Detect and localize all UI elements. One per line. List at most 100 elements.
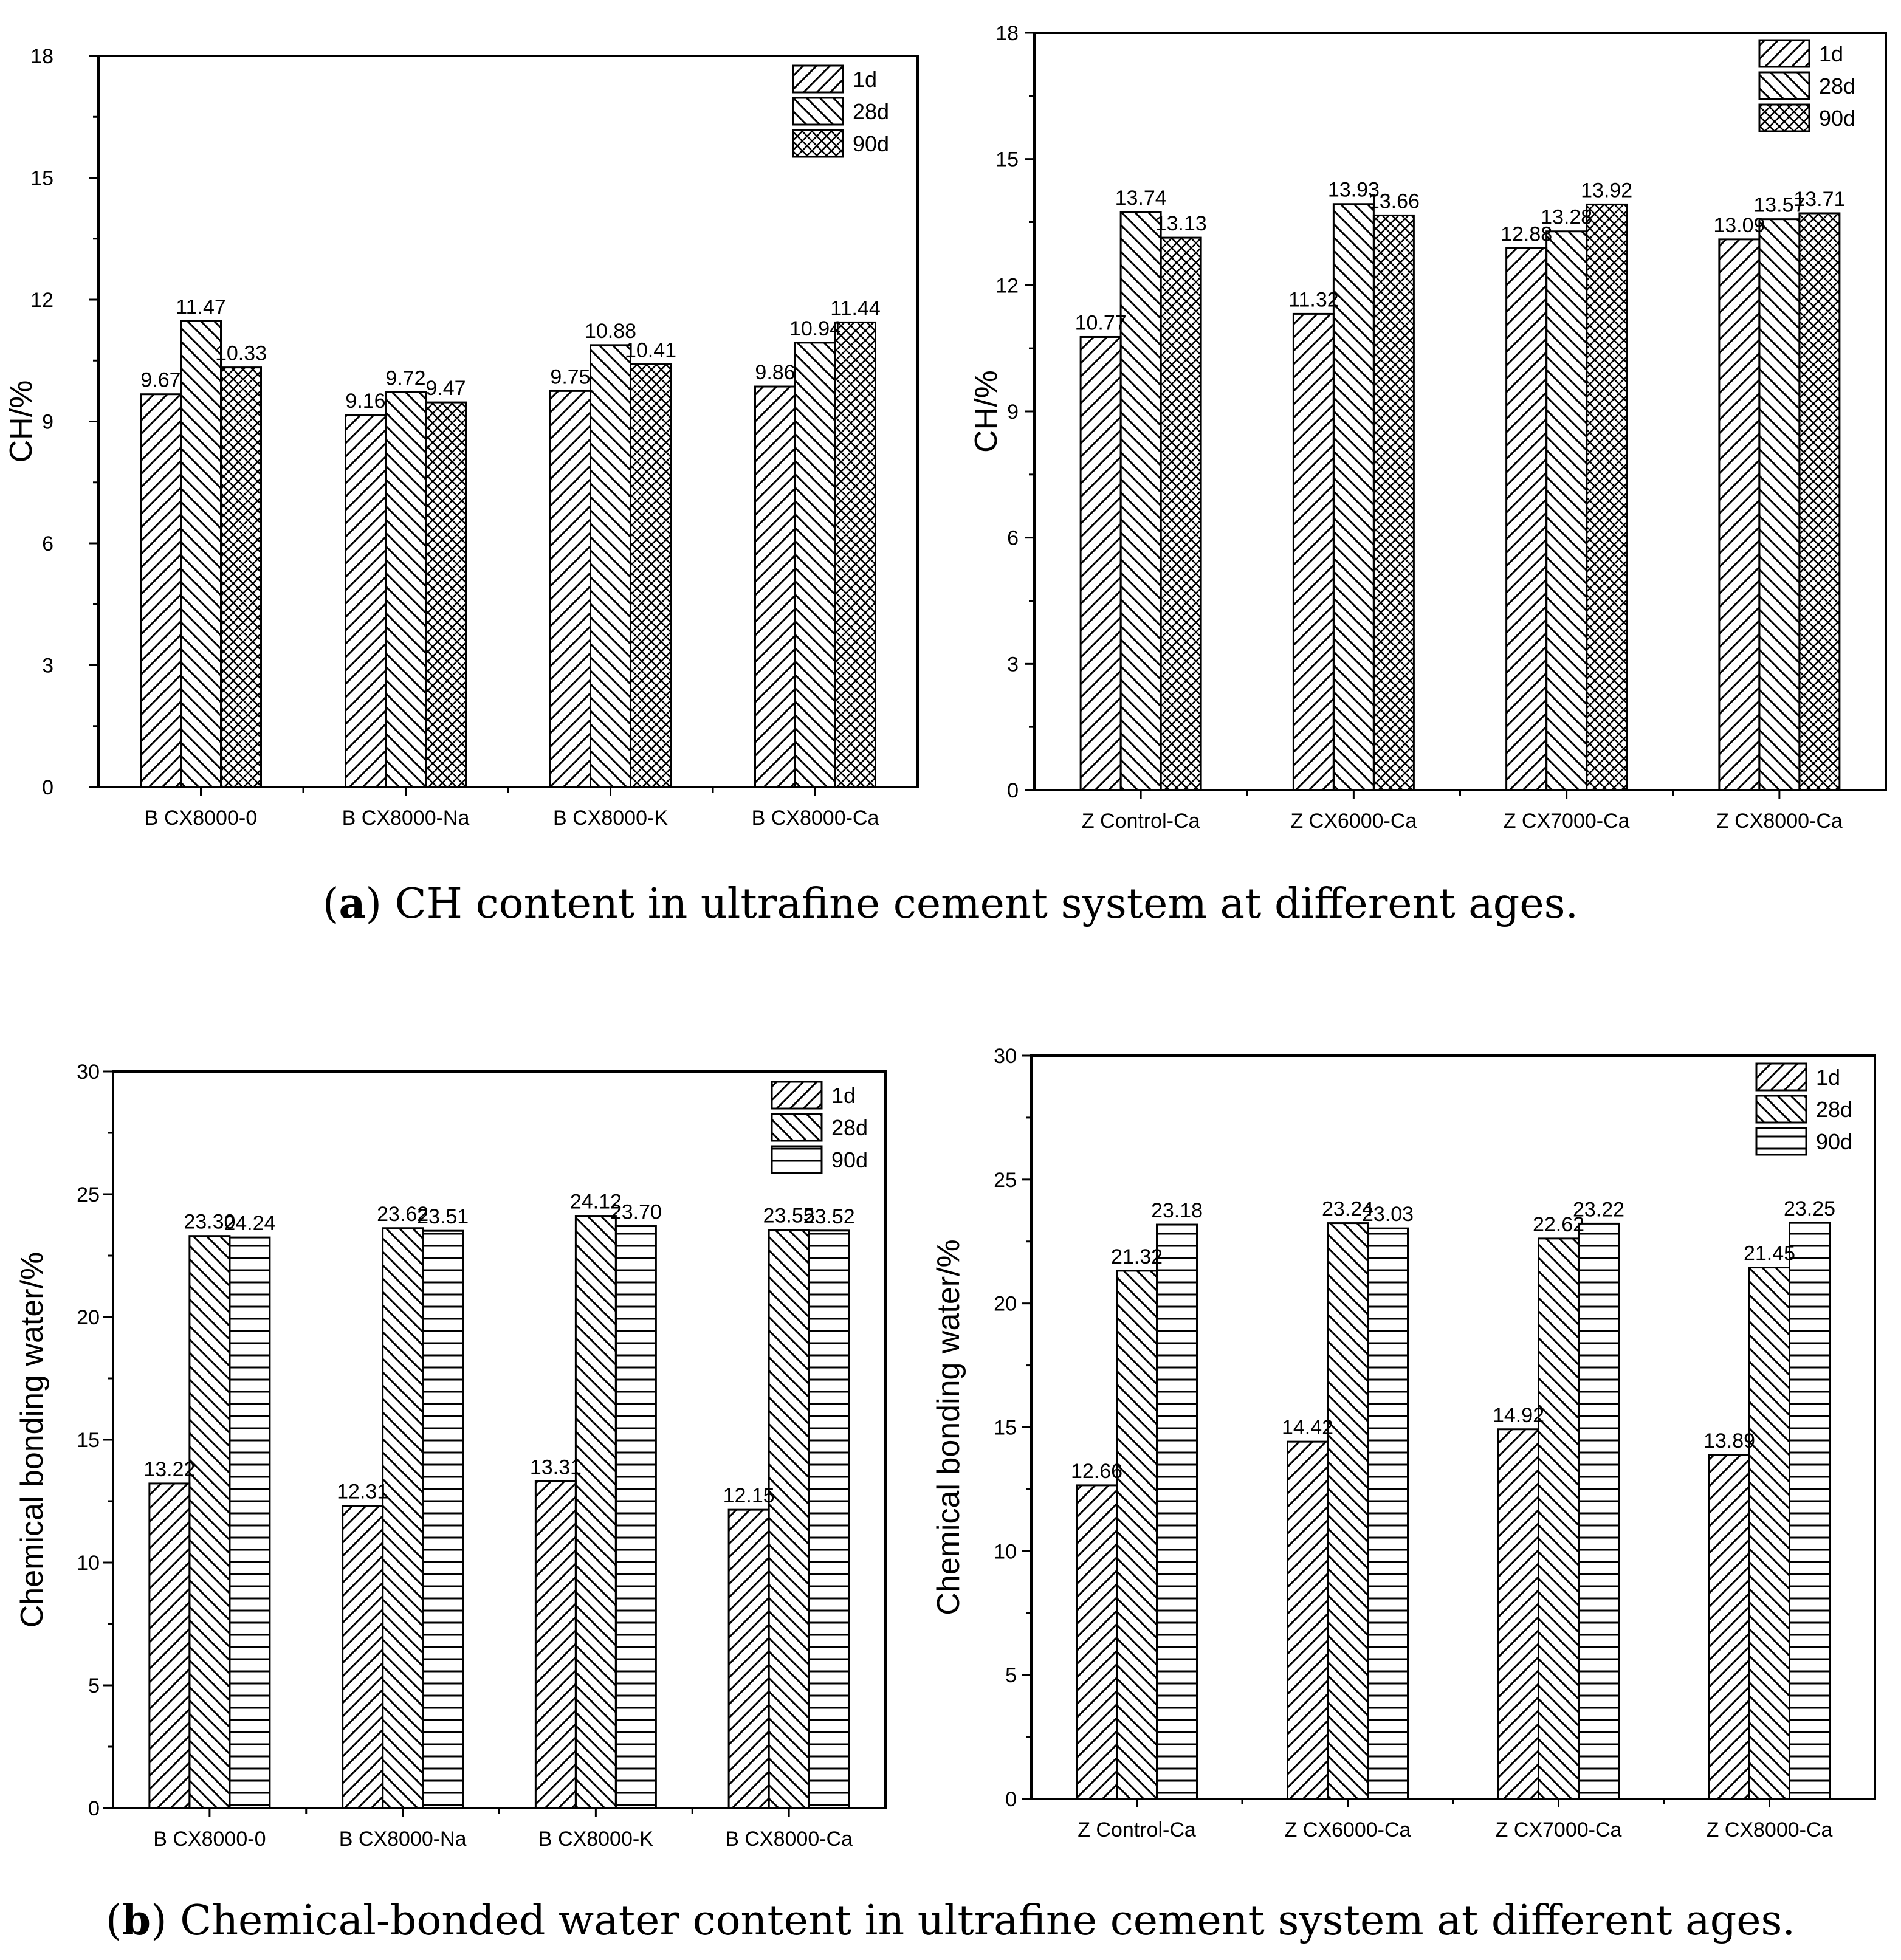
y-axis-label: Chemical bonding water/% — [15, 1252, 50, 1628]
legend-label-90d: 90d — [853, 131, 889, 156]
bar-90d-3 — [834, 321, 876, 788]
data-label-28d-3: 21.45 — [1744, 1242, 1795, 1265]
legend-label-90d: 90d — [831, 1147, 868, 1172]
y-tick-label: 5 — [88, 1674, 100, 1697]
y-tick-label: 20 — [994, 1293, 1017, 1316]
category-label-2: Z CX7000-Ca — [1504, 810, 1630, 833]
bar-28d-1 — [382, 1227, 424, 1809]
legend-swatch-1d — [792, 64, 844, 94]
legend-label-1d: 1d — [831, 1083, 856, 1108]
y-tick-label: 25 — [77, 1183, 100, 1206]
legend-label-90d: 90d — [1816, 1129, 1852, 1154]
data-label-1d-0: 12.66 — [1071, 1460, 1122, 1483]
bar-1d-3 — [1718, 238, 1761, 791]
bar-1d-0 — [1079, 335, 1122, 791]
data-label-28d-3: 23.55 — [763, 1205, 815, 1228]
data-label-90d-0: 23.18 — [1151, 1199, 1203, 1222]
category-label-0: Z Control-Ca — [1082, 810, 1200, 833]
data-label-90d-3: 23.52 — [803, 1205, 855, 1228]
caption-b-text: Chemical-bonded water content in ultrafi… — [180, 1897, 1795, 1945]
category-label-1: B CX8000-Na — [342, 806, 470, 830]
bar-1d-3 — [754, 385, 796, 788]
y-tick-label: 30 — [994, 1045, 1017, 1068]
bar-90d-0 — [1160, 236, 1202, 791]
data-label-90d-1: 9.47 — [425, 377, 466, 400]
data-label-28d-0: 21.32 — [1111, 1245, 1163, 1268]
y-tick-label: 15 — [30, 167, 53, 190]
data-label-1d-2: 14.92 — [1493, 1404, 1544, 1427]
bar-28d-1 — [1332, 203, 1375, 791]
legend-swatch-1d — [1758, 39, 1810, 68]
bar-28d-0 — [180, 320, 222, 788]
data-label-90d-2: 13.92 — [1581, 179, 1632, 202]
category-label-3: Z CX8000-Ca — [1707, 1818, 1833, 1841]
category-label-2: B CX8000-K — [553, 806, 668, 830]
category-label-0: Z Control-Ca — [1078, 1818, 1196, 1841]
bar-28d-2 — [1538, 1237, 1580, 1800]
category-label-3: B CX8000-Ca — [752, 806, 879, 830]
caption-b-label: b — [122, 1896, 151, 1945]
data-label-90d-2: 23.70 — [610, 1201, 662, 1224]
y-tick-label: 0 — [88, 1797, 100, 1820]
y-tick-label: 9 — [42, 411, 53, 434]
legend-label-1d: 1d — [1819, 41, 1843, 66]
y-tick-label: 20 — [77, 1306, 100, 1329]
data-label-28d-3: 10.94 — [789, 317, 841, 340]
y-tick-label: 0 — [1005, 1788, 1017, 1811]
legend-swatch-28d — [792, 97, 844, 126]
legend-label-1d: 1d — [1816, 1065, 1840, 1090]
category-label-2: Z CX7000-Ca — [1496, 1818, 1622, 1841]
bar-1d-1 — [1287, 1440, 1329, 1800]
data-label-90d-1: 13.66 — [1368, 190, 1420, 213]
data-label-90d-3: 23.25 — [1784, 1197, 1835, 1220]
y-tick-label: 10 — [77, 1552, 100, 1575]
category-label-2: B CX8000-K — [538, 1828, 653, 1851]
data-label-1d-2: 13.31 — [530, 1456, 582, 1479]
data-label-28d-0: 23.30 — [184, 1211, 235, 1234]
data-label-28d-1: 23.24 — [1322, 1198, 1373, 1221]
legend-swatch-28d — [1758, 71, 1810, 100]
category-label-1: B CX8000-Na — [339, 1828, 467, 1851]
category-label-0: B CX8000-0 — [153, 1828, 266, 1851]
bar-1d-0 — [140, 393, 182, 788]
data-label-90d-1: 23.51 — [417, 1205, 469, 1228]
bar-1d-1 — [342, 1505, 384, 1809]
bar-28d-3 — [1748, 1267, 1790, 1800]
data-label-1d-0: 13.22 — [143, 1458, 195, 1481]
bar-1d-0 — [1076, 1484, 1118, 1800]
y-tick-label: 10 — [994, 1540, 1017, 1563]
data-label-90d-2: 10.41 — [625, 339, 676, 362]
y-tick-label: 30 — [77, 1061, 100, 1084]
data-label-1d-2: 9.75 — [550, 365, 590, 388]
data-label-90d-0: 13.13 — [1155, 212, 1207, 235]
bar-90d-2 — [1586, 203, 1628, 791]
y-tick-label: 12 — [30, 289, 53, 312]
category-label-1: Z CX6000-Ca — [1290, 810, 1417, 833]
bar-1d-2 — [1505, 247, 1548, 791]
legend-swatch-28d — [771, 1113, 823, 1142]
bar-90d-2 — [630, 363, 672, 788]
data-label-1d-3: 9.86 — [755, 361, 795, 384]
bar-90d-3 — [1789, 1222, 1831, 1800]
data-label-90d-3: 11.44 — [830, 297, 881, 320]
y-axis-label: CH/% — [969, 370, 1004, 453]
bar-90d-0 — [220, 366, 262, 788]
y-tick-label: 18 — [30, 45, 53, 68]
data-label-28d-2: 24.12 — [570, 1191, 622, 1214]
bar-28d-0 — [188, 1235, 231, 1809]
y-tick-label: 6 — [42, 532, 53, 555]
data-label-1d-3: 13.09 — [1713, 214, 1765, 237]
bar-28d-0 — [1116, 1270, 1158, 1800]
y-tick-label: 15 — [77, 1429, 100, 1452]
y-tick-label: 3 — [1007, 653, 1019, 676]
data-label-90d-2: 23.22 — [1573, 1198, 1624, 1221]
data-label-28d-2: 10.88 — [585, 320, 636, 343]
bar-28d-2 — [574, 1215, 617, 1809]
bar-1d-0 — [148, 1482, 191, 1809]
legend-swatch-28d — [1755, 1095, 1807, 1124]
chart-chemical-bonding-water-z-series: 12.66 14.42 14.92 13.89 21.32 23.24 22.62 21.45… — [931, 1045, 1876, 1841]
bar-90d-2 — [1578, 1222, 1620, 1800]
bar-1d-2 — [549, 390, 591, 788]
bar-90d-1 — [425, 401, 467, 788]
data-label-1d-0: 10.77 — [1075, 311, 1127, 334]
